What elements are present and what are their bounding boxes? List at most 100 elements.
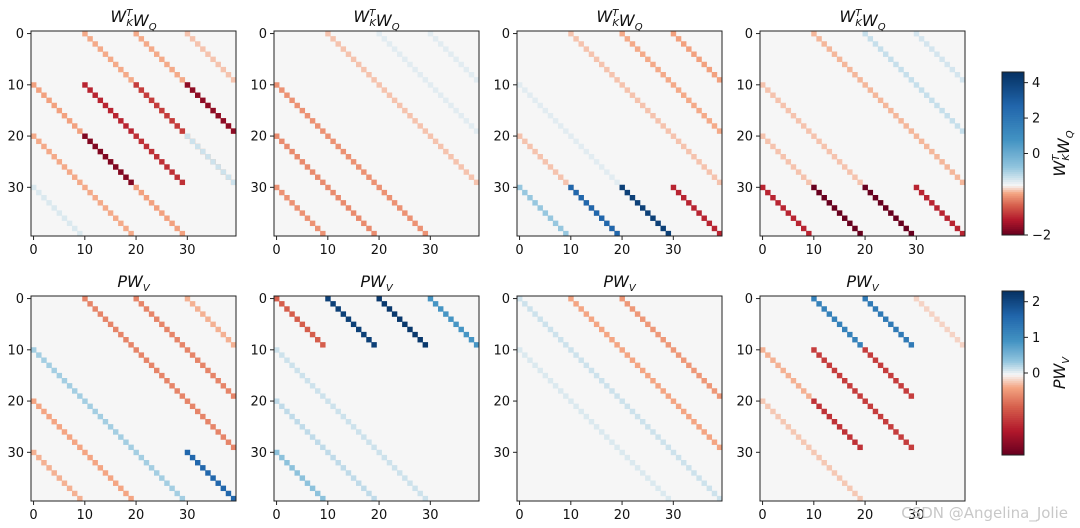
y-tick-label: 0 bbox=[502, 292, 510, 307]
colorbar-gradient bbox=[1002, 416, 1024, 419]
colorbar-gradient bbox=[1002, 436, 1024, 440]
heatmap-cell bbox=[148, 465, 155, 471]
y-tick-label: 10 bbox=[736, 78, 753, 93]
axes-frame bbox=[759, 295, 966, 502]
heatmap-cell bbox=[133, 31, 139, 37]
heatmap-cell bbox=[315, 388, 321, 394]
heatmap-cell bbox=[696, 424, 702, 430]
heatmap-cell bbox=[836, 56, 843, 63]
heatmap-cell bbox=[107, 321, 114, 328]
heatmap-cell bbox=[785, 424, 792, 430]
heatmap-cell bbox=[97, 465, 104, 471]
heatmap-cell bbox=[522, 87, 528, 93]
heatmap-cell bbox=[427, 31, 434, 37]
heatmap-cell bbox=[583, 148, 590, 155]
heatmap-cell bbox=[711, 490, 718, 497]
heatmap-cell bbox=[665, 230, 672, 237]
heatmap-cell bbox=[279, 189, 285, 196]
colorbar-gradient bbox=[1002, 135, 1024, 138]
heatmap-cell bbox=[340, 200, 347, 206]
heatmap-cell bbox=[775, 97, 781, 104]
heatmap-cell bbox=[31, 398, 37, 404]
heatmap-panel-6: 0 0 10 10 20 20 30 30 PWV bbox=[250, 272, 480, 523]
heatmap-cell bbox=[143, 41, 150, 47]
colorbar-gradient bbox=[1002, 444, 1024, 448]
colorbar-gradient bbox=[1002, 426, 1024, 429]
heatmap-cell bbox=[877, 46, 884, 52]
heatmap-cell bbox=[650, 215, 656, 221]
heatmap-cell bbox=[857, 495, 863, 502]
heatmap-cell bbox=[944, 113, 950, 119]
colorbar-gradient bbox=[1002, 212, 1024, 216]
heatmap-cell bbox=[893, 61, 899, 68]
heatmap-cell bbox=[458, 326, 464, 333]
heatmap-cell bbox=[453, 321, 459, 328]
heatmap-cell bbox=[335, 195, 341, 201]
colorbar-gradient bbox=[1002, 218, 1024, 222]
heatmap-cell bbox=[552, 383, 559, 389]
heatmap-cell bbox=[614, 179, 620, 186]
heatmap-cell bbox=[453, 159, 459, 165]
heatmap-cell bbox=[629, 357, 636, 363]
heatmap-cell bbox=[205, 51, 211, 57]
colorbar-gradient bbox=[1002, 311, 1024, 315]
heatmap-cell bbox=[640, 205, 646, 211]
heatmap-cell bbox=[599, 61, 605, 68]
heatmap-cell bbox=[836, 372, 843, 379]
colorbar-2: 2 1 0 PWV bbox=[1001, 290, 1072, 456]
heatmap-cell bbox=[624, 301, 631, 307]
heatmap-cell bbox=[934, 316, 940, 322]
heatmap-cell bbox=[831, 51, 838, 57]
heatmap-cell bbox=[821, 460, 827, 466]
x-tick-label: 30 bbox=[422, 508, 439, 523]
colorbar-gradient bbox=[1002, 360, 1024, 364]
heatmap-cell bbox=[113, 164, 119, 170]
heatmap-cell bbox=[655, 220, 661, 227]
heatmap-cell bbox=[619, 82, 625, 88]
heatmap-cell bbox=[366, 439, 372, 445]
heatmap-cell bbox=[427, 82, 434, 88]
heatmap-cell bbox=[138, 87, 145, 93]
heatmap-cell bbox=[903, 72, 909, 78]
heatmap-cell bbox=[711, 388, 718, 394]
heatmap-cell bbox=[558, 388, 564, 394]
heatmap-cell bbox=[376, 82, 382, 88]
heatmap-cell bbox=[320, 495, 326, 502]
heatmap-cell bbox=[872, 357, 879, 363]
heatmap-cell bbox=[527, 143, 533, 150]
heatmap-cell bbox=[274, 184, 280, 191]
y-tick-label: 30 bbox=[736, 446, 753, 461]
y-tick-label: 20 bbox=[736, 130, 753, 145]
heatmap-cell bbox=[542, 210, 549, 216]
heatmap-cell bbox=[770, 143, 776, 150]
x-tick-label: 20 bbox=[371, 508, 388, 523]
heatmap-cell bbox=[558, 174, 564, 180]
colorbar-gradient bbox=[1002, 230, 1024, 234]
heatmap-cell bbox=[274, 82, 280, 88]
y-tick-label: 30 bbox=[493, 446, 510, 461]
y-tick-label: 20 bbox=[493, 130, 510, 145]
heatmap-cell bbox=[898, 383, 904, 389]
heatmap-cell bbox=[706, 220, 713, 227]
heatmap-cell bbox=[294, 316, 300, 322]
heatmap-cell bbox=[118, 169, 124, 175]
colorbar-gradient bbox=[1002, 352, 1024, 356]
heatmap-cell bbox=[532, 97, 538, 104]
heatmap-cell bbox=[655, 485, 661, 492]
heatmap-cell bbox=[701, 113, 707, 119]
heatmap-cell bbox=[41, 92, 47, 98]
colorbar-gradient bbox=[1002, 370, 1024, 374]
heatmap-cell bbox=[532, 362, 538, 369]
heatmap-cell bbox=[826, 46, 833, 52]
heatmap-cell bbox=[128, 342, 134, 348]
heatmap-cell bbox=[816, 454, 822, 461]
heatmap-cell bbox=[87, 87, 93, 93]
heatmap-cell bbox=[174, 174, 180, 180]
panel-title: WT KWQ bbox=[839, 7, 885, 33]
heatmap-cell bbox=[92, 306, 98, 312]
heatmap-cell bbox=[691, 367, 697, 374]
heatmap-cell bbox=[624, 189, 631, 196]
colorbar-gradient bbox=[1002, 301, 1024, 304]
colorbar-gradient bbox=[1002, 327, 1024, 331]
heatmap-cell bbox=[629, 92, 636, 98]
